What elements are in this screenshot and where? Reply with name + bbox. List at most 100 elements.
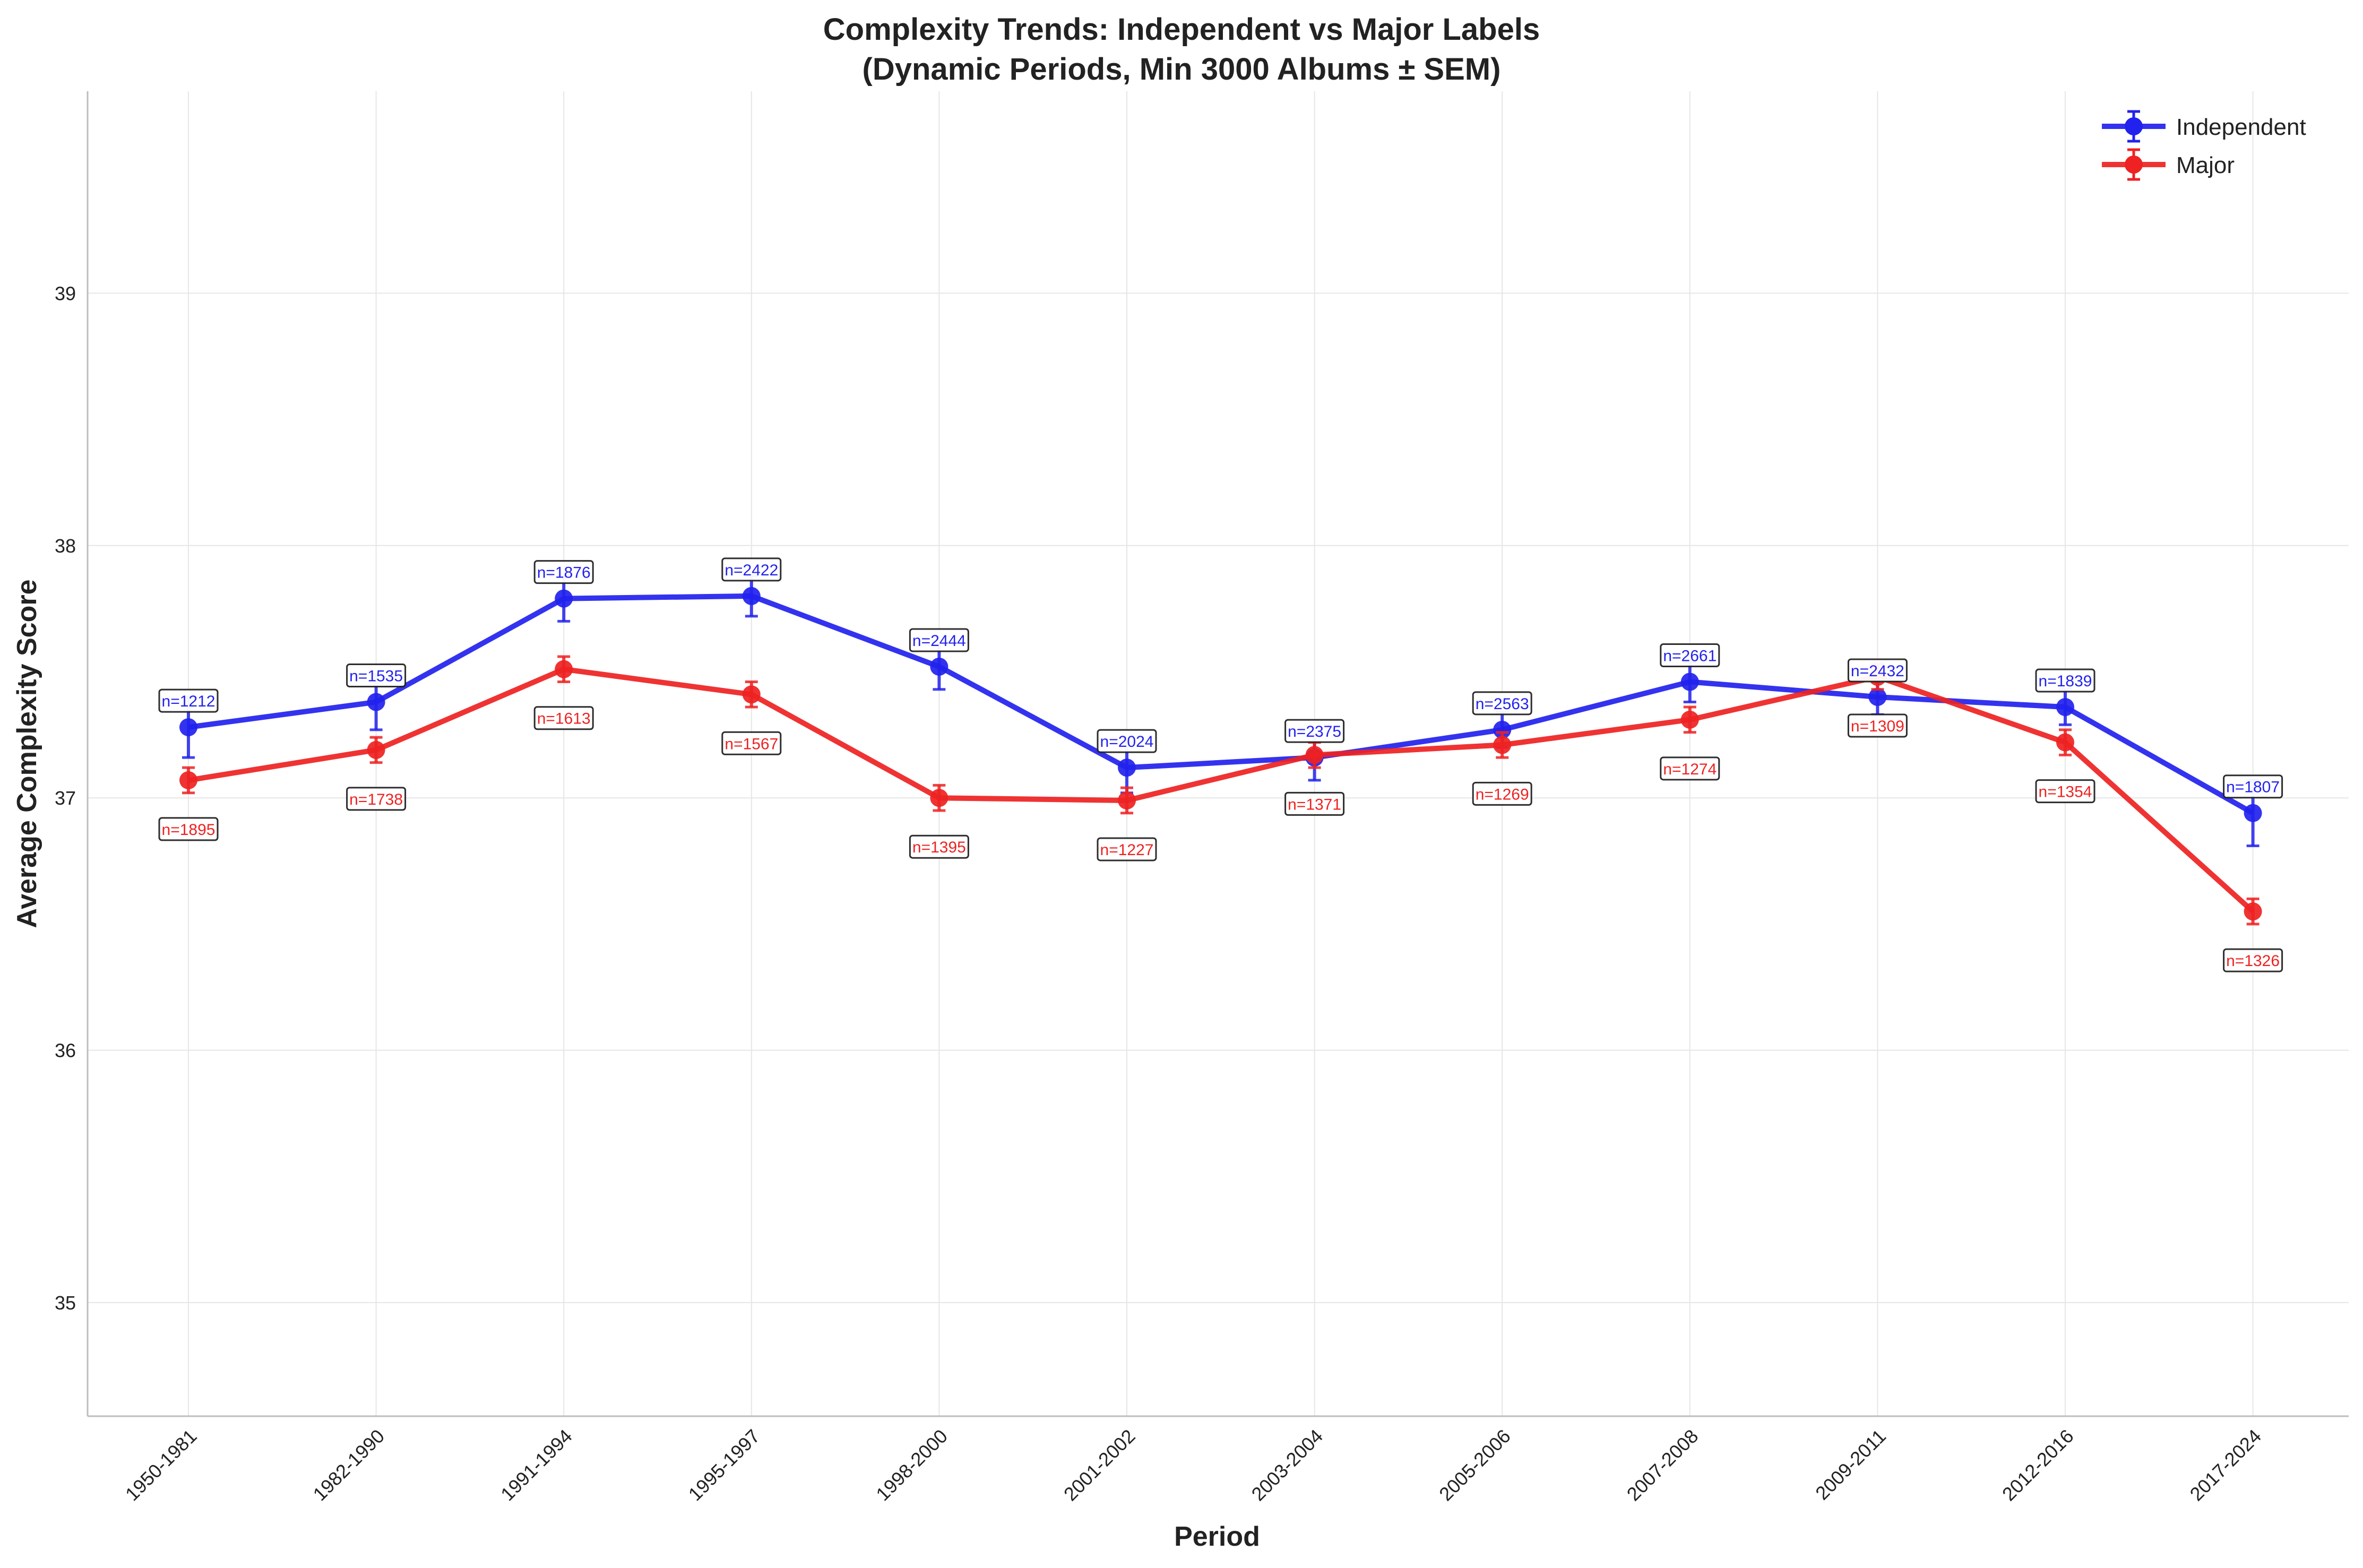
series-layer: [179, 574, 2262, 926]
x-tick-label: 2001-2002: [1059, 1425, 1140, 1505]
x-tick-label: 2012-2016: [1998, 1425, 2078, 1505]
n-label-text: n=1895: [162, 821, 215, 839]
chart-title-line2: (Dynamic Periods, Min 3000 Albums ± SEM): [863, 52, 1501, 87]
n-label-text: n=1227: [1100, 841, 1154, 859]
n-label-text: n=2432: [1851, 662, 1904, 680]
data-point: [555, 589, 573, 608]
legend-marker: [2125, 156, 2143, 174]
data-point: [742, 685, 761, 704]
data-point: [2244, 804, 2262, 822]
x-tick-label: 2005-2006: [1435, 1425, 1515, 1505]
n-label-text: n=1371: [1288, 796, 1341, 813]
n-label-major: n=1227: [1097, 837, 1157, 861]
n-label-text: n=2375: [1288, 723, 1341, 740]
n-label-text: n=1535: [349, 668, 403, 685]
data-point: [930, 789, 948, 807]
n-label-box: [721, 557, 782, 582]
x-tick-label: 2017-2024: [2186, 1425, 2266, 1505]
n-label-box: [909, 834, 969, 859]
n-label-text: n=2024: [1100, 733, 1154, 751]
x-axis-label: Period: [1174, 1521, 1260, 1552]
n-label-major: n=1269: [1472, 781, 1532, 806]
n-label-box: [2223, 774, 2283, 799]
n-label-independent: n=2422: [721, 557, 782, 582]
n-label-box: [1472, 781, 1532, 806]
n-label-major: n=1326: [2223, 948, 2283, 972]
x-tick-label: 2007-2008: [1623, 1425, 1703, 1505]
n-label-major: n=1895: [158, 817, 219, 841]
n-label-box: [533, 706, 594, 730]
n-label-independent: n=2444: [909, 628, 969, 652]
data-point: [1680, 710, 1699, 729]
y-tick-label: 38: [55, 535, 76, 557]
n-label-independent: n=2375: [1284, 719, 1345, 743]
series-major: [179, 655, 2262, 926]
y-tick-label: 36: [55, 1040, 76, 1062]
n-label-text: n=1807: [2226, 779, 2280, 796]
n-label-box: [1284, 791, 1345, 816]
n-label-text: n=2444: [912, 632, 966, 650]
n-label-box: [1097, 729, 1157, 753]
data-point: [2244, 902, 2262, 921]
data-point: [1493, 720, 1512, 739]
y-tick-label: 37: [55, 787, 76, 809]
n-label-independent: n=1535: [346, 664, 407, 688]
n-label-independent: n=1212: [158, 688, 219, 713]
n-label-text: n=1269: [1476, 786, 1529, 803]
n-label-major: n=1309: [1847, 713, 1908, 738]
n-label-major: n=1395: [909, 834, 969, 859]
data-point: [742, 587, 761, 605]
y-tick-label: 39: [55, 282, 76, 304]
series-line: [188, 666, 2255, 914]
n-label-independent: n=1807: [2223, 774, 2283, 799]
data-point: [179, 718, 197, 737]
n-label-text: n=1567: [725, 735, 778, 753]
data-point: [1493, 736, 1512, 754]
data-point: [1118, 791, 1136, 809]
n-label-box: [158, 688, 219, 713]
legend-label: Major: [2176, 152, 2235, 178]
data-point: [555, 660, 573, 678]
n-label-text: n=1354: [2039, 783, 2092, 801]
x-tick-label: 1991-1994: [496, 1425, 576, 1505]
n-label-box: [1284, 719, 1345, 743]
n-label-text: n=1839: [2039, 673, 2092, 690]
data-point: [2056, 698, 2074, 717]
n-label-independent: n=2024: [1097, 729, 1157, 753]
n-label-major: n=1371: [1284, 791, 1345, 816]
n-label-independent: n=2661: [1660, 643, 1720, 668]
n-label-major: n=1274: [1660, 756, 1720, 781]
n-label-major: n=1354: [2035, 779, 2095, 804]
x-tick-label: 1982-1990: [309, 1425, 389, 1505]
n-label-box: [721, 731, 782, 755]
x-tick-label: 2009-2011: [1811, 1425, 1890, 1504]
n-label-independent: n=2563: [1472, 691, 1532, 716]
data-point: [930, 657, 948, 676]
data-point: [2056, 733, 2074, 752]
n-label-box: [2223, 948, 2283, 972]
n-label-independent: n=1839: [2035, 668, 2095, 693]
x-tick-label: 1950-1981: [121, 1425, 201, 1505]
n-label-text: n=1876: [537, 564, 591, 582]
data-point: [367, 740, 385, 759]
series-line: [188, 593, 2255, 816]
y-tick-label: 35: [55, 1292, 76, 1314]
n-label-box: [2035, 668, 2095, 693]
x-tick-label: 1998-2000: [872, 1425, 952, 1505]
n-label-box: [1472, 691, 1532, 716]
n-label-text: n=2563: [1476, 695, 1529, 713]
n-label-text: n=1326: [2226, 952, 2280, 970]
data-point: [1680, 673, 1699, 691]
n-label-text: n=2661: [1663, 648, 1717, 665]
chart-title-line1: Complexity Trends: Independent vs Major …: [823, 12, 1540, 47]
n-label-box: [346, 787, 407, 811]
n-label-text: n=1212: [162, 693, 215, 710]
n-label-independent: n=2432: [1847, 658, 1908, 683]
n-label-independent: n=1876: [533, 560, 594, 584]
n-label-text: n=1395: [912, 839, 966, 856]
n-label-box: [1660, 643, 1720, 668]
n-label-box: [2035, 779, 2095, 804]
n-label-text: n=2422: [725, 562, 778, 579]
data-point: [1118, 759, 1136, 777]
